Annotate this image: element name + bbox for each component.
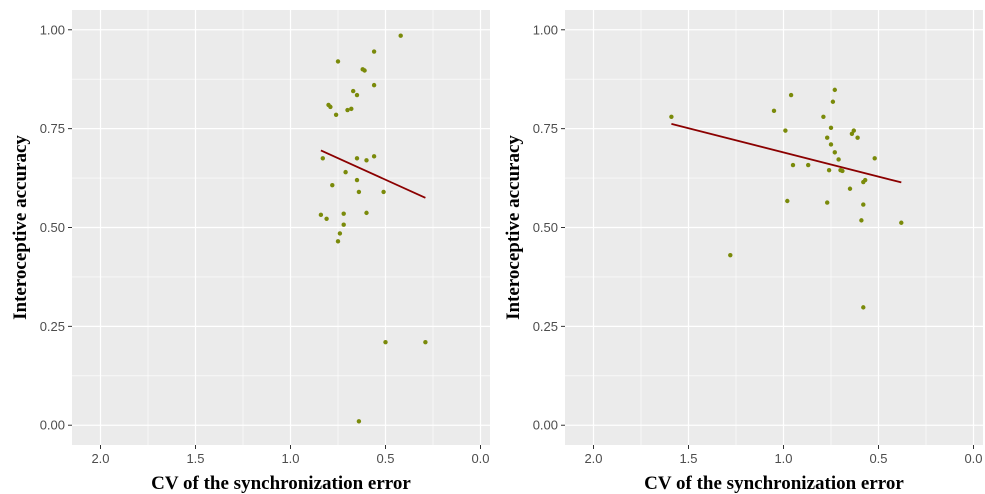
data-point: [381, 189, 386, 195]
y-tick-label: 0.25: [533, 319, 558, 334]
chart-panel-right: 2.0 1.5 1.0 0.5 0.0 0.00 0.25 0.50 0.75 1.00 CV of…: [493, 0, 985, 494]
x-tick-label: 0.0: [964, 451, 982, 466]
x-tick-label: 0.5: [869, 451, 887, 466]
scatter-chart-left: 2.0 1.5 1.0 0.5 0.0 0.00 0.25 0.50 0.75 1.00 CV of…: [10, 10, 490, 494]
data-point: [354, 177, 360, 183]
x-tick-label: 0.5: [376, 451, 394, 466]
x-tick-label: 1.5: [186, 451, 204, 466]
data-point: [351, 88, 356, 94]
data-point: [840, 168, 845, 174]
data-point: [872, 156, 877, 161]
y-tick-label: 1.00: [533, 22, 558, 37]
data-point: [849, 131, 855, 136]
data-point: [362, 68, 367, 73]
y-tick-label: 0.50: [40, 220, 65, 235]
data-point: [343, 169, 348, 175]
data-point: [771, 108, 777, 114]
data-point: [318, 212, 324, 218]
data-point: [354, 156, 360, 161]
data-point: [371, 154, 377, 159]
x-tick-label: 1.0: [774, 451, 792, 466]
data-point: [788, 92, 794, 98]
y-axis-title: Interoceptive accuracy: [503, 135, 524, 320]
data-point: [335, 59, 341, 64]
data-point: [830, 99, 836, 104]
data-point: [899, 220, 904, 225]
data-point: [337, 231, 343, 236]
x-axis-title: CV of the synchronization error: [644, 473, 904, 494]
data-point: [828, 125, 834, 131]
data-point: [828, 142, 834, 147]
data-point: [320, 156, 325, 161]
data-point: [669, 114, 674, 119]
y-tick-label: 0.25: [40, 319, 65, 334]
data-point: [398, 33, 403, 38]
data-point: [349, 106, 354, 112]
x-tick-label: 1.5: [679, 451, 697, 466]
data-point: [341, 211, 346, 216]
x-axis-title: CV of the synchronization error: [151, 473, 411, 494]
data-point: [785, 198, 790, 204]
y-tick-label: 1.00: [40, 22, 65, 37]
data-point: [423, 339, 428, 345]
data-point: [345, 107, 350, 113]
y-tick-label: 0.75: [40, 121, 65, 136]
data-point: [855, 135, 860, 140]
regression-line: [320, 149, 426, 199]
data-point: [859, 218, 864, 223]
y-axis-title: Interoceptive accuracy: [10, 135, 31, 320]
data-point: [371, 49, 377, 54]
data-point: [861, 179, 866, 185]
data-point: [790, 162, 796, 168]
regression-line: [671, 123, 902, 184]
data-point: [356, 419, 362, 424]
data-point: [832, 87, 837, 93]
data-point: [371, 82, 377, 88]
data-point: [783, 128, 788, 133]
data-point: [832, 150, 837, 155]
data-point: [861, 202, 866, 207]
data-point: [324, 216, 329, 221]
data-point: [806, 162, 811, 168]
scatter-chart-right: 2.0 1.5 1.0 0.5 0.0 0.00 0.25 0.50 0.75 1.00 CV of…: [503, 10, 983, 494]
data-point: [333, 112, 339, 117]
data-point: [356, 189, 362, 195]
data-point: [825, 135, 830, 140]
x-tick-label: 0.0: [471, 451, 489, 466]
data-point: [354, 92, 360, 98]
data-point: [821, 114, 826, 119]
chart-panel-left: 2.0 1.5 1.0 0.5 0.0 0.00 0.25 0.50 0.75 1.00 CV of…: [0, 0, 492, 494]
x-tick-label: 2.0: [91, 451, 109, 466]
data-point: [328, 104, 333, 110]
data-point: [826, 167, 832, 173]
data-point: [728, 252, 733, 258]
y-tick-label: 0.75: [533, 121, 558, 136]
data-point: [861, 305, 866, 310]
data-point: [825, 200, 830, 205]
data-point: [836, 157, 841, 162]
y-tick-label: 0.00: [533, 418, 558, 433]
data-point: [847, 186, 853, 191]
x-tick-label: 1.0: [281, 451, 299, 466]
data-point: [364, 158, 369, 163]
data-point: [341, 222, 346, 227]
data-point: [330, 182, 335, 188]
data-point: [851, 128, 856, 133]
data-point: [364, 210, 369, 216]
x-tick-label: 2.0: [584, 451, 602, 466]
data-point: [383, 339, 388, 345]
y-tick-label: 0.50: [533, 220, 558, 235]
data-point: [335, 239, 341, 244]
y-tick-label: 0.00: [40, 418, 65, 433]
